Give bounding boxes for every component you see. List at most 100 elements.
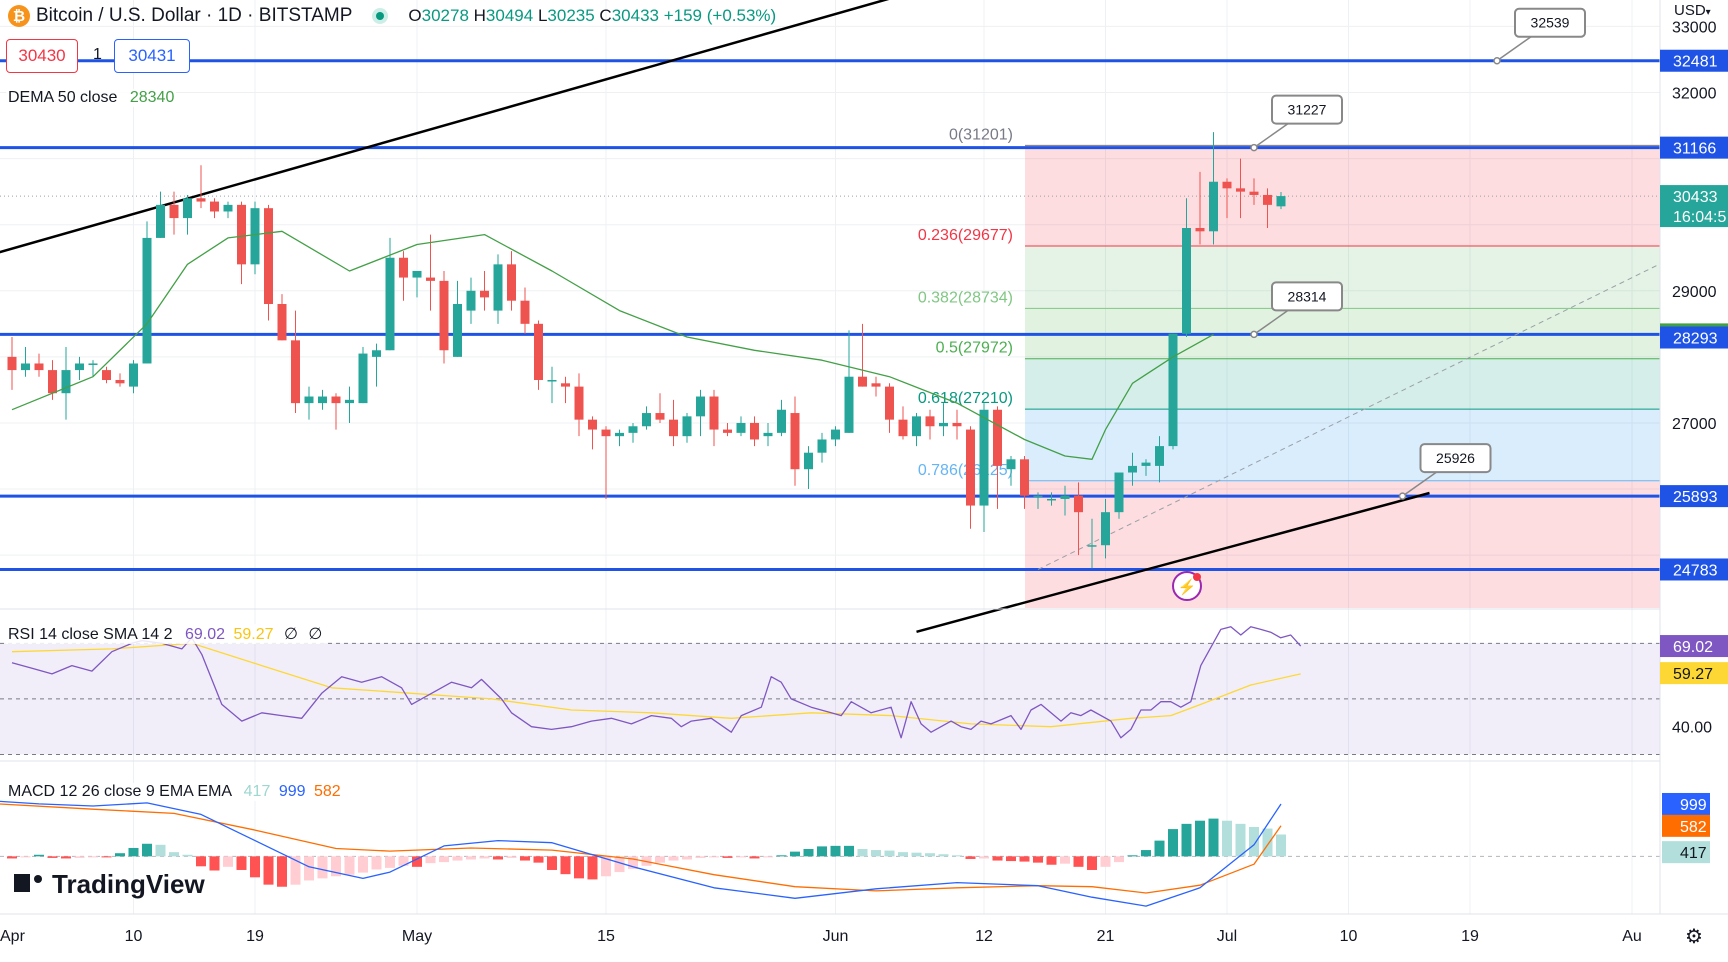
candle-body bbox=[1033, 495, 1043, 498]
rsi-value: 69.02 bbox=[184, 626, 226, 643]
time-tick-8: Jul bbox=[1217, 928, 1237, 945]
macd-hist-bar bbox=[682, 856, 692, 860]
candle-body bbox=[1222, 181, 1232, 189]
callout-anchor-3 bbox=[1398, 492, 1407, 500]
price-tick-1: 32000 bbox=[1672, 86, 1717, 103]
sell-price-button[interactable]: 30430 bbox=[6, 39, 78, 73]
macd-hist-bar bbox=[695, 856, 706, 858]
macd-hist-bar bbox=[979, 856, 989, 859]
buy-price-button[interactable]: 30431 bbox=[114, 39, 190, 73]
macd-signal-line bbox=[0, 803, 1282, 894]
callout-pointer-1 bbox=[1253, 123, 1289, 149]
candle-body bbox=[318, 396, 327, 404]
time-tick-7: 21 bbox=[1097, 928, 1115, 945]
candle-body bbox=[1047, 498, 1056, 501]
rsi-tick-0: 40.00 bbox=[1672, 720, 1712, 737]
macd-hist-bar bbox=[1262, 828, 1273, 857]
macd-signal-value: 582 bbox=[313, 783, 341, 800]
macd-hist-bar bbox=[628, 856, 638, 869]
candle-body bbox=[1168, 333, 1178, 447]
candle-body bbox=[1101, 512, 1110, 546]
candle-body bbox=[1114, 472, 1124, 513]
candle-body bbox=[655, 413, 665, 420]
macd-legend[interactable]: MACD 12 26 close 9 EMA EMA 417 999 582 bbox=[6, 783, 343, 801]
callout-pointer-2 bbox=[1253, 309, 1289, 336]
macd-hist-bar bbox=[142, 843, 152, 857]
rsi-value-label-bg-0 bbox=[1660, 635, 1728, 658]
macd-hist-bar bbox=[7, 856, 17, 859]
candle-body bbox=[439, 280, 449, 351]
candle-body bbox=[885, 386, 894, 420]
candle-body bbox=[21, 363, 30, 371]
dema-legend[interactable]: DEMA 50 close 28340 bbox=[6, 89, 177, 107]
callout-box-1 bbox=[1271, 94, 1343, 125]
callout-box-0 bbox=[1514, 7, 1586, 38]
rsi-ma-value: 59.27 bbox=[233, 626, 274, 643]
time-tick-1: 10 bbox=[125, 928, 143, 945]
candle-body bbox=[183, 198, 192, 219]
macd-hist-bar bbox=[574, 856, 584, 879]
rsi-legend[interactable]: RSI 14 close SMA 14 2 69.02 59.27 ∅ ∅ bbox=[6, 624, 325, 644]
candle-body bbox=[129, 363, 138, 387]
rsi-line bbox=[11, 626, 1302, 739]
time-tick-9: 10 bbox=[1340, 928, 1358, 945]
trendline-2 bbox=[1037, 263, 1660, 570]
macd-hist-bar bbox=[1060, 856, 1070, 864]
bitcoin-icon: ₿ bbox=[8, 5, 30, 27]
candle-body bbox=[804, 452, 813, 470]
macd-hist-bar bbox=[587, 856, 598, 880]
candle-body bbox=[777, 409, 786, 433]
fib-label-0: 0(31201) bbox=[949, 126, 1013, 143]
candle-body bbox=[939, 422, 948, 427]
macd-hist-bar bbox=[830, 845, 841, 857]
candle-body bbox=[48, 370, 57, 394]
macd-hist-bar bbox=[493, 856, 503, 860]
macd-hist-bar bbox=[1127, 855, 1138, 857]
callout-anchor-1 bbox=[1250, 143, 1258, 152]
price-tick-2: 29000 bbox=[1672, 284, 1717, 301]
candle-body bbox=[331, 396, 341, 404]
macd-hist-bar bbox=[371, 856, 382, 870]
macd-hist-value: 417 bbox=[243, 783, 271, 800]
candle-body bbox=[750, 422, 759, 440]
fib-zone-0 bbox=[1025, 145, 1660, 247]
candle-body bbox=[372, 350, 381, 357]
market-status-icon[interactable] bbox=[372, 8, 389, 24]
candle-body bbox=[1236, 188, 1245, 192]
callout-label-3: 25926 bbox=[1436, 450, 1475, 466]
candle-body bbox=[1195, 228, 1205, 232]
macd-hist-bar bbox=[479, 856, 490, 859]
macd-hist-bar bbox=[790, 851, 800, 857]
candle-body bbox=[399, 257, 408, 278]
candle-body bbox=[304, 396, 314, 404]
macd-hist-bar bbox=[857, 849, 868, 857]
macd-histogram bbox=[7, 818, 1286, 887]
candle-body bbox=[250, 208, 260, 265]
candles bbox=[7, 132, 1286, 569]
candle-body bbox=[871, 383, 881, 387]
candle-body bbox=[1060, 495, 1070, 499]
macd-hist-bar bbox=[884, 850, 895, 857]
price-tick-0: 33000 bbox=[1672, 19, 1717, 36]
macd-hist-bar bbox=[344, 856, 355, 875]
price-label-bg-2 bbox=[1660, 185, 1728, 208]
currency-selector[interactable]: USD▾ bbox=[1674, 2, 1711, 19]
settings-gear-icon: ⚙ bbox=[1685, 926, 1703, 948]
fib-label-3: 0.5(27972) bbox=[936, 340, 1013, 357]
order-quantity[interactable]: 1 bbox=[93, 46, 102, 63]
macd-hist-bar bbox=[277, 856, 287, 887]
macd-hist-bar bbox=[101, 856, 112, 858]
dema-label: DEMA 50 close bbox=[8, 89, 118, 106]
macd-hist-bar bbox=[1006, 856, 1016, 862]
macd-hist-bar bbox=[1249, 826, 1259, 857]
macd-hist-bar bbox=[169, 852, 179, 857]
candle-body bbox=[817, 439, 827, 453]
macd-hist-bar bbox=[88, 856, 98, 858]
candle-body bbox=[588, 419, 597, 430]
candle-body bbox=[1249, 191, 1259, 195]
macd-hist-bar bbox=[817, 846, 827, 857]
price-tick-3: 27000 bbox=[1672, 416, 1717, 433]
symbol-title[interactable]: Bitcoin / U.S. Dollar · 1D · BITSTAMP bbox=[36, 5, 353, 26]
